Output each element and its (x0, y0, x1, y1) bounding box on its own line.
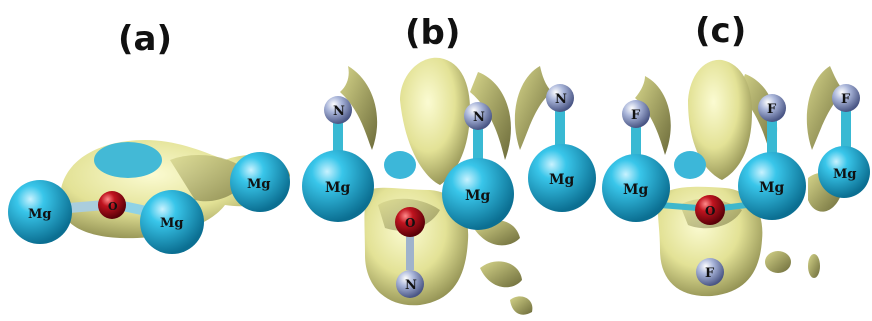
svg-text:Mg: Mg (28, 207, 51, 222)
svg-text:F: F (767, 102, 777, 117)
isosurface-c (635, 59, 845, 297)
svg-text:Mg: Mg (759, 180, 784, 196)
svg-text:Mg: Mg (833, 167, 856, 182)
atom-mg-left-b: Mg (302, 150, 374, 222)
svg-text:Mg: Mg (160, 216, 183, 231)
panel-b: (b) N N (302, 13, 596, 315)
svg-text:O: O (108, 200, 118, 213)
bond-o-mg-left-c (659, 202, 699, 211)
atom-f-top-right-c: F (832, 84, 860, 112)
svg-text:Mg: Mg (549, 172, 574, 188)
atom-mg-right-a: Mg (140, 190, 204, 254)
panel-label-b: (b) (405, 13, 460, 53)
svg-text:F: F (841, 92, 851, 107)
panel-label-a: (a) (118, 19, 172, 59)
svg-text:N: N (333, 104, 345, 119)
atom-mg-far-a: Mg (230, 152, 290, 212)
atom-o-c: O (695, 195, 725, 225)
svg-text:N: N (555, 92, 567, 107)
svg-text:Mg: Mg (325, 180, 350, 196)
atom-n-top-right-b: N (546, 84, 574, 112)
atom-mg-mid-c: Mg (738, 152, 806, 220)
atom-n-bottom-b: N (396, 270, 424, 298)
atom-mg-mid-b: Mg (442, 158, 514, 230)
svg-text:F: F (705, 266, 715, 281)
svg-text:N: N (405, 278, 417, 293)
atom-f-top-mid-c: F (758, 94, 786, 122)
svg-text:Mg: Mg (465, 188, 490, 204)
atom-n-top-mid-b: N (464, 102, 492, 130)
svg-text:Mg: Mg (623, 182, 648, 198)
svg-text:N: N (473, 110, 485, 125)
panel-c: (c) F F (602, 11, 870, 297)
svg-text:Mg: Mg (247, 177, 270, 192)
atom-n-top-left-b: N (324, 96, 352, 124)
svg-text:F: F (631, 108, 641, 123)
panel-a: (a) Mg Mg O Mg (8, 19, 290, 254)
panel-label-c: (c) (695, 11, 746, 51)
atom-mg-left-a: Mg (8, 180, 72, 244)
atom-o-b: O (395, 207, 425, 237)
svg-text:O: O (405, 216, 415, 230)
atom-mg-left-c: Mg (602, 154, 670, 222)
atom-f-top-left-c: F (622, 100, 650, 128)
atom-mg-right-b: Mg (528, 144, 596, 212)
atom-o-a: O (98, 191, 126, 219)
svg-text:O: O (705, 204, 715, 218)
atom-mg-right-c: Mg (818, 146, 870, 198)
atom-f-bottom-c: F (696, 258, 724, 286)
